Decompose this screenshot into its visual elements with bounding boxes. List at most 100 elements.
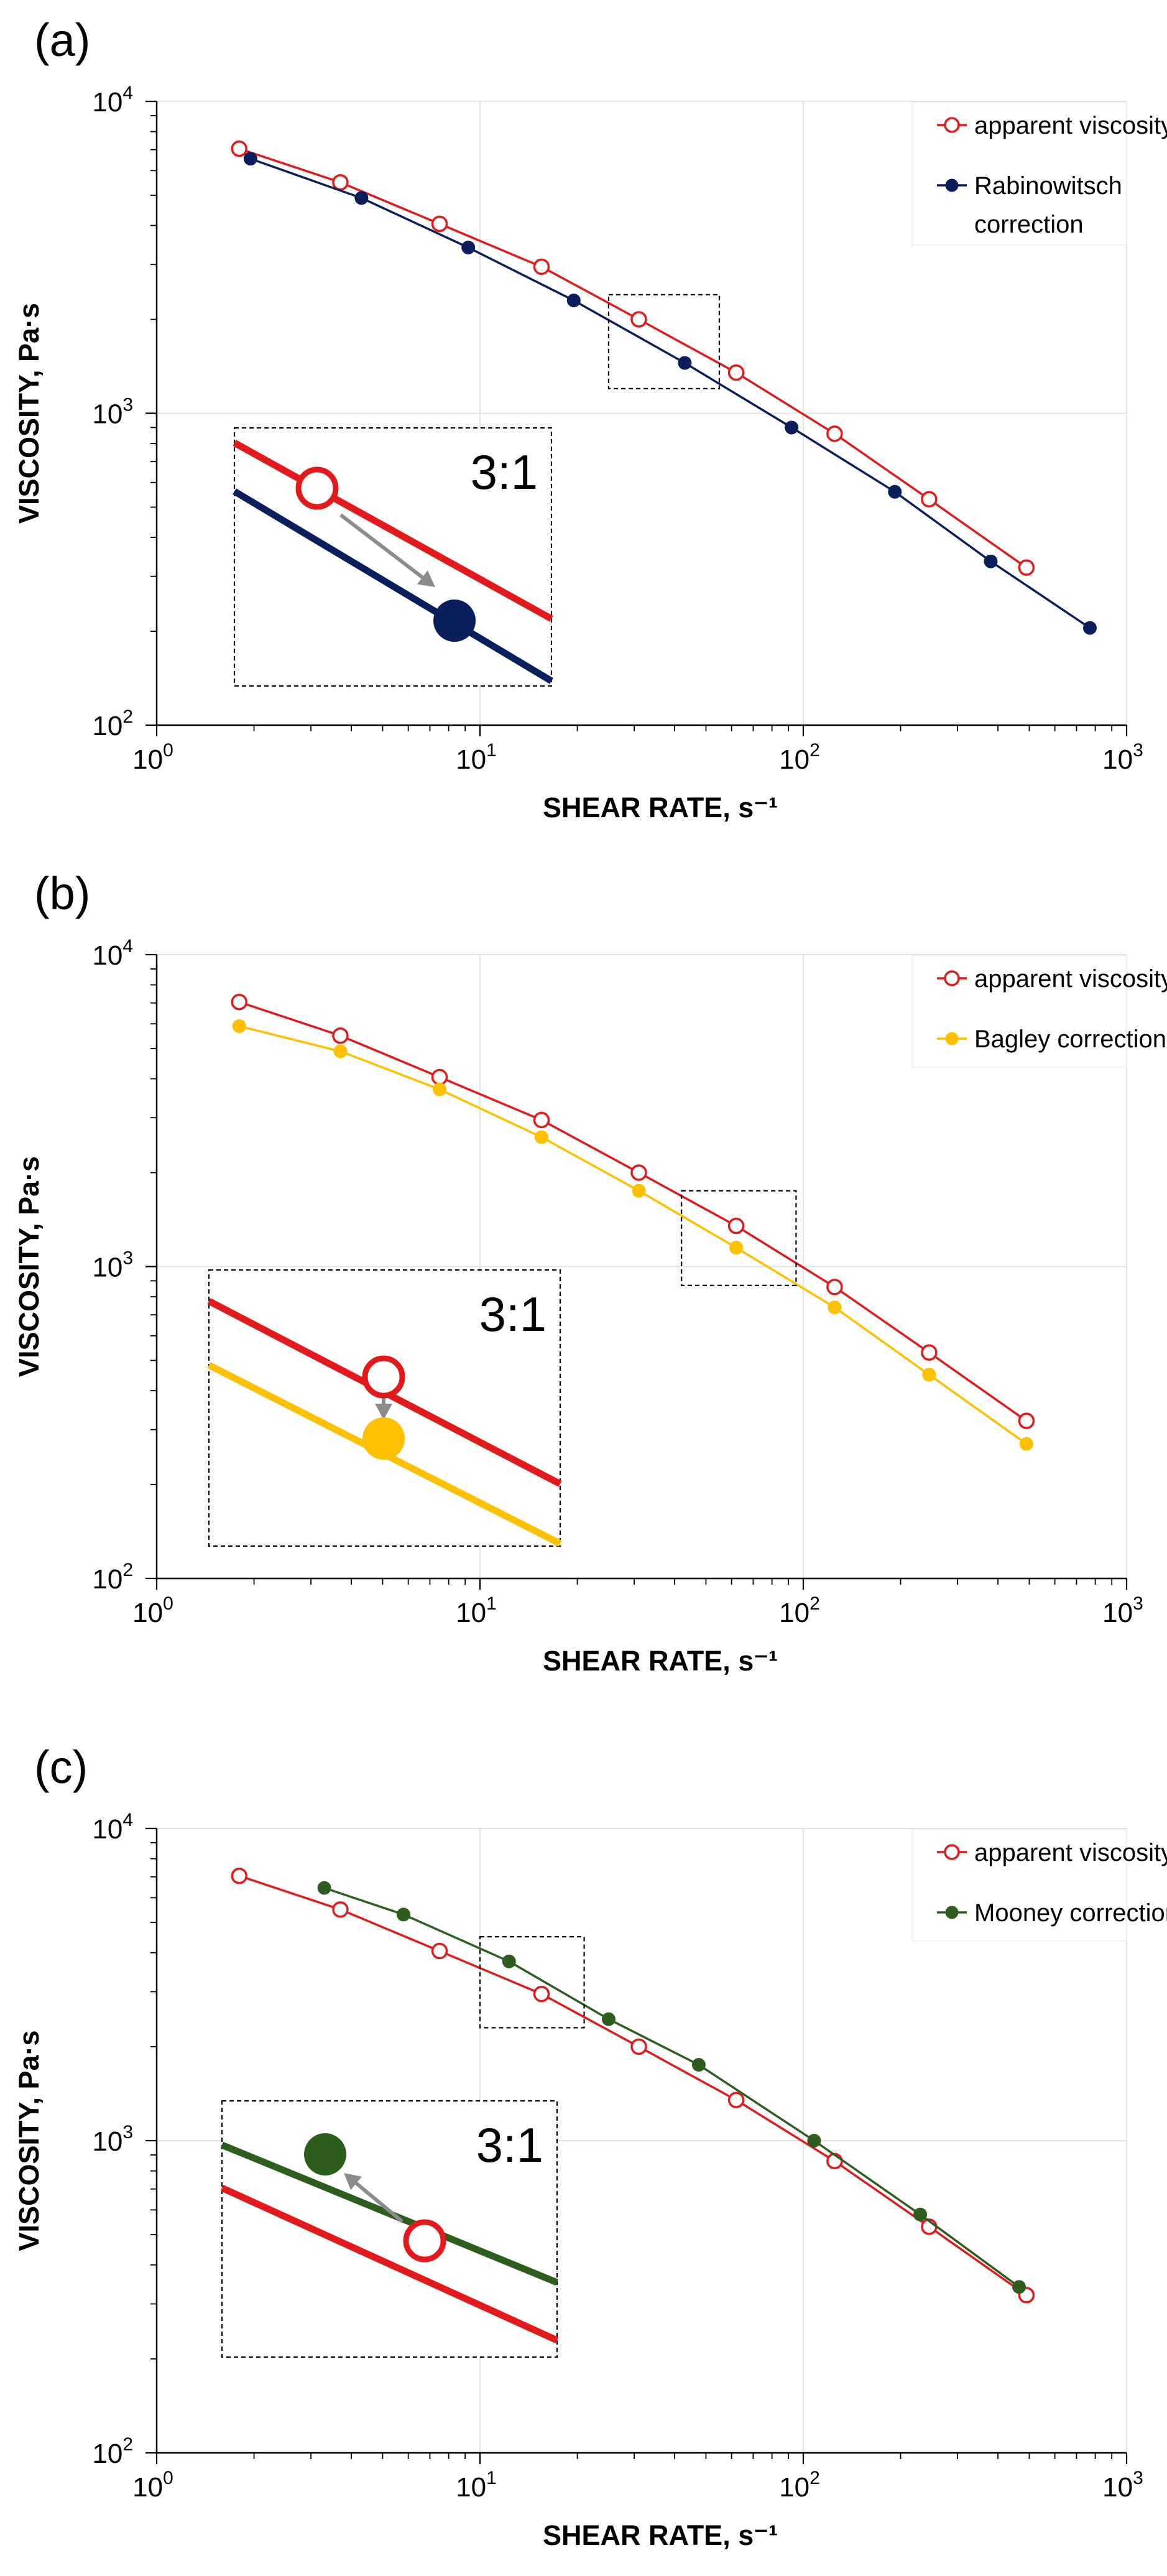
legend-marker [944, 117, 960, 133]
y-tick-base: 10 [92, 1564, 122, 1595]
series-bagley-correction [232, 1019, 1033, 1451]
x-tick-base: 10 [1102, 1598, 1133, 1628]
x-axis-title: SHEAR RATE, s⁻¹ [543, 1645, 778, 1677]
series-apparent-viscosity [231, 140, 1035, 576]
legend-label: apparent viscosity [974, 112, 1167, 139]
y-tick-exponent: 2 [122, 707, 133, 727]
data-point [243, 152, 257, 166]
y-tick-exponent: 2 [122, 1560, 133, 1580]
data-point [431, 1942, 448, 1960]
data-point [231, 1867, 247, 1884]
data-point [232, 1019, 246, 1033]
zoom-box [607, 294, 721, 389]
inset-box [208, 1269, 561, 1547]
data-point [826, 1279, 843, 1295]
data-point [984, 554, 998, 568]
y-tick-exponent: 4 [122, 1810, 133, 1830]
y-tick-label: 102 [92, 707, 133, 741]
inset-arrow-head [344, 2173, 362, 2190]
data-point [332, 1901, 349, 1918]
legend-label: correction [974, 211, 1084, 238]
legend-marker [945, 1906, 959, 1919]
x-tick-exponent: 1 [486, 1593, 497, 1614]
inset-arrow-head [417, 570, 435, 587]
panel-label: (c) [34, 1741, 88, 1793]
data-point [678, 356, 692, 370]
y-tick-label: 103 [92, 395, 133, 430]
inset-arrow-shaft [339, 513, 424, 579]
data-point [533, 1985, 550, 2003]
x-tick-exponent: 0 [163, 1593, 173, 1614]
data-point [727, 364, 745, 381]
y-tick-base: 10 [92, 2126, 122, 2157]
data-point [566, 294, 581, 308]
y-tick-label: 102 [92, 2434, 133, 2469]
x-tick-base: 10 [132, 744, 163, 775]
inset-marker-apparent [403, 2219, 446, 2263]
x-tick-base: 10 [132, 2472, 163, 2503]
data-point [431, 215, 448, 233]
inset-marker-apparent [362, 1355, 405, 1399]
series-apparent-viscosity [231, 993, 1035, 1429]
data-point [921, 491, 938, 508]
y-axis-title: VISCOSITY, Pa·s [13, 303, 45, 524]
x-tick-base: 10 [1102, 2472, 1133, 2503]
inset-ratio-label: 3:1 [479, 1287, 547, 1341]
zoom-inset: 3:1 [233, 427, 553, 687]
x-tick-label: 103 [1102, 1593, 1143, 1628]
series-line [324, 1886, 1020, 2288]
y-tick-exponent: 2 [122, 2434, 133, 2455]
y-tick-base: 10 [92, 940, 122, 971]
data-point [921, 1344, 938, 1361]
inset-marker-corrected [362, 1417, 405, 1460]
x-tick-exponent: 1 [486, 740, 497, 761]
inset-arrow-head [375, 1404, 392, 1420]
panel-label: (b) [34, 868, 90, 919]
data-point [1018, 559, 1035, 576]
data-point [396, 1907, 410, 1922]
data-point [231, 993, 247, 1011]
x-tick-exponent: 0 [163, 740, 173, 761]
data-point [317, 1881, 331, 1895]
data-point [807, 2134, 821, 2147]
data-point [332, 1027, 349, 1044]
inset-line-apparent [233, 440, 553, 622]
data-point [727, 2092, 745, 2108]
zoom-inset: 3:1 [207, 1269, 562, 1547]
x-tick-exponent: 2 [810, 740, 820, 761]
legend-label: apparent viscosity [974, 965, 1167, 993]
x-tick-label: 101 [456, 2468, 497, 2503]
data-point [1019, 1437, 1033, 1451]
data-point [630, 311, 647, 328]
x-tick-base: 10 [779, 2472, 810, 2503]
y-tick-label: 104 [92, 1810, 133, 1845]
legend-label: apparent viscosity [974, 1839, 1167, 1866]
legend: apparent viscosity Rabinowitsch correction [911, 102, 1167, 246]
inset-marker-apparent [295, 466, 339, 510]
data-point [727, 1217, 745, 1235]
data-point [231, 140, 247, 157]
x-tick-label: 103 [1102, 740, 1143, 775]
data-point [433, 1082, 447, 1096]
x-tick-exponent: 3 [1133, 2468, 1143, 2488]
x-tick-exponent: 3 [1133, 740, 1143, 761]
y-tick-base: 10 [92, 711, 122, 741]
inset-line-corrected [233, 488, 553, 684]
x-tick-base: 10 [456, 1598, 486, 1628]
data-point [534, 1130, 548, 1144]
y-tick-exponent: 4 [122, 936, 133, 957]
y-tick-label: 103 [92, 1248, 133, 1283]
data-point [888, 484, 902, 499]
x-tick-base: 10 [456, 2472, 486, 2503]
x-tick-label: 100 [132, 1593, 173, 1628]
data-point [354, 191, 369, 205]
inset-marker-corrected [304, 2133, 346, 2175]
x-axis-title: SHEAR RATE, s⁻¹ [543, 792, 778, 823]
x-tick-base: 10 [1102, 744, 1133, 775]
legend-marker [944, 1844, 960, 1860]
data-point [461, 240, 476, 254]
x-tick-label: 102 [779, 740, 820, 775]
